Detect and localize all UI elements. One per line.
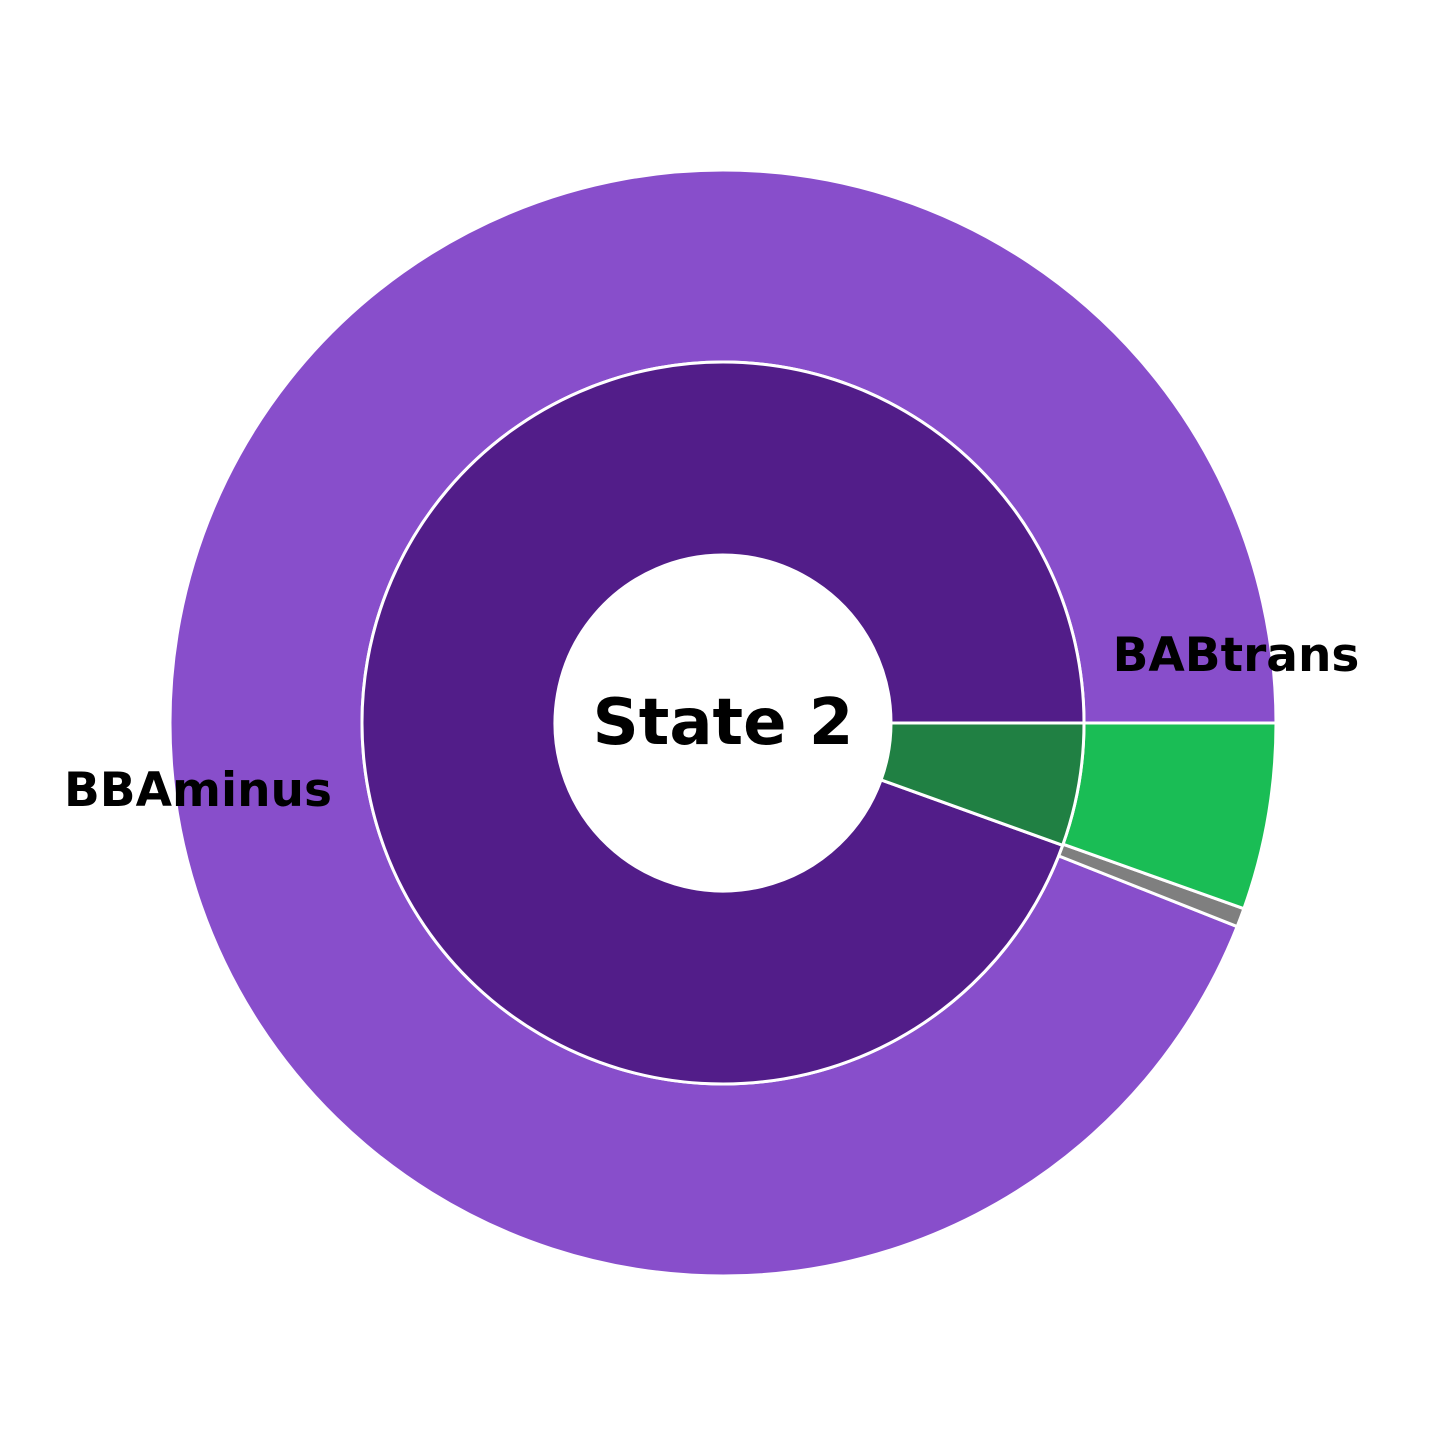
outer-slice-label-babtrans: BABtrans (1113, 628, 1360, 683)
center-label: State 2 (593, 686, 854, 760)
inner-ring (360, 360, 1086, 1086)
center-hole (555, 555, 891, 891)
outer-slice-label-bbaminus: BBAminus (64, 763, 332, 818)
